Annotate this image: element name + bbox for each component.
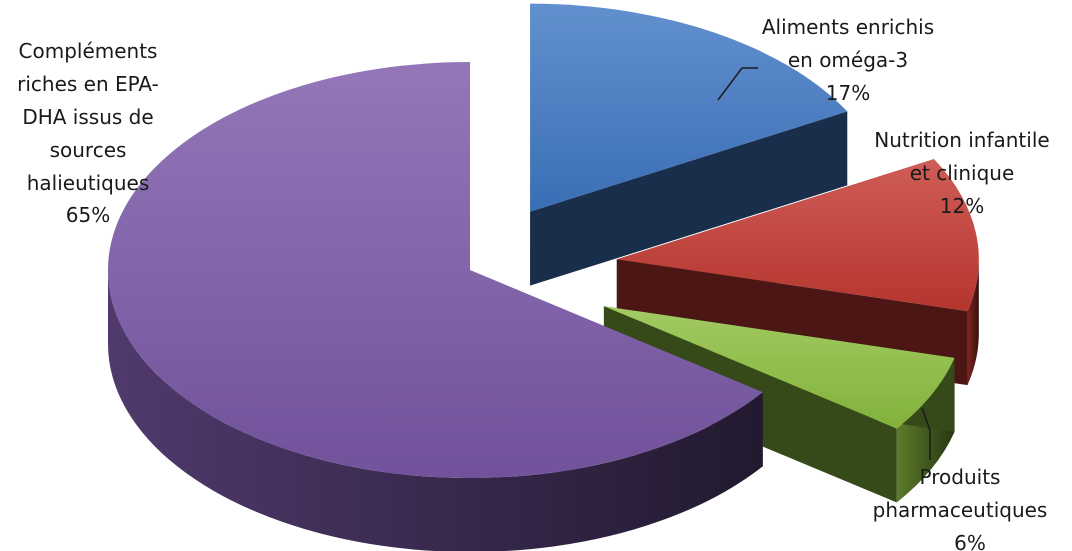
slice-label-3-line-1: riches en EPA- [17,72,159,96]
slice-2 [603,306,955,429]
slice-tops [107,3,979,478]
slice-side-3 [108,270,763,551]
slice-side-1 [967,259,979,386]
slice-label-0-line-1: en oméga-3 [788,48,908,72]
slice-label-1-line-1: et clinique [910,161,1015,185]
slice-label-3-line-4: halieutiques [27,171,150,195]
slice-label-3-line-0: Compléments [19,39,158,63]
data-labels: Aliments enrichis en oméga-3 17%Nutrition … [17,15,1050,551]
slice-percent-0: 17% [826,81,870,105]
leader-line-2 [921,407,931,460]
slice-cut-face-0-1 [530,111,848,286]
slice-label-2-line-1: pharmaceutiques [873,498,1048,522]
slice-label-0-line-0: Aliments enrichis [762,15,934,39]
leader-line-0 [717,67,758,101]
slice-3 [107,62,763,478]
slice-label-3-line-3: sources [50,138,127,162]
slice-percent-3: 65% [66,203,110,227]
slice-0 [530,3,848,212]
slice-label-2-line-0: Produits [920,465,1001,489]
slice-label-1-line-0: Nutrition infantile [874,128,1049,152]
slice-label-3-line-2: DHA issus de [22,105,153,129]
slice-percent-1: 12% [940,194,984,218]
slice-percent-2: 6% [954,531,986,551]
slice-1 [616,159,979,312]
